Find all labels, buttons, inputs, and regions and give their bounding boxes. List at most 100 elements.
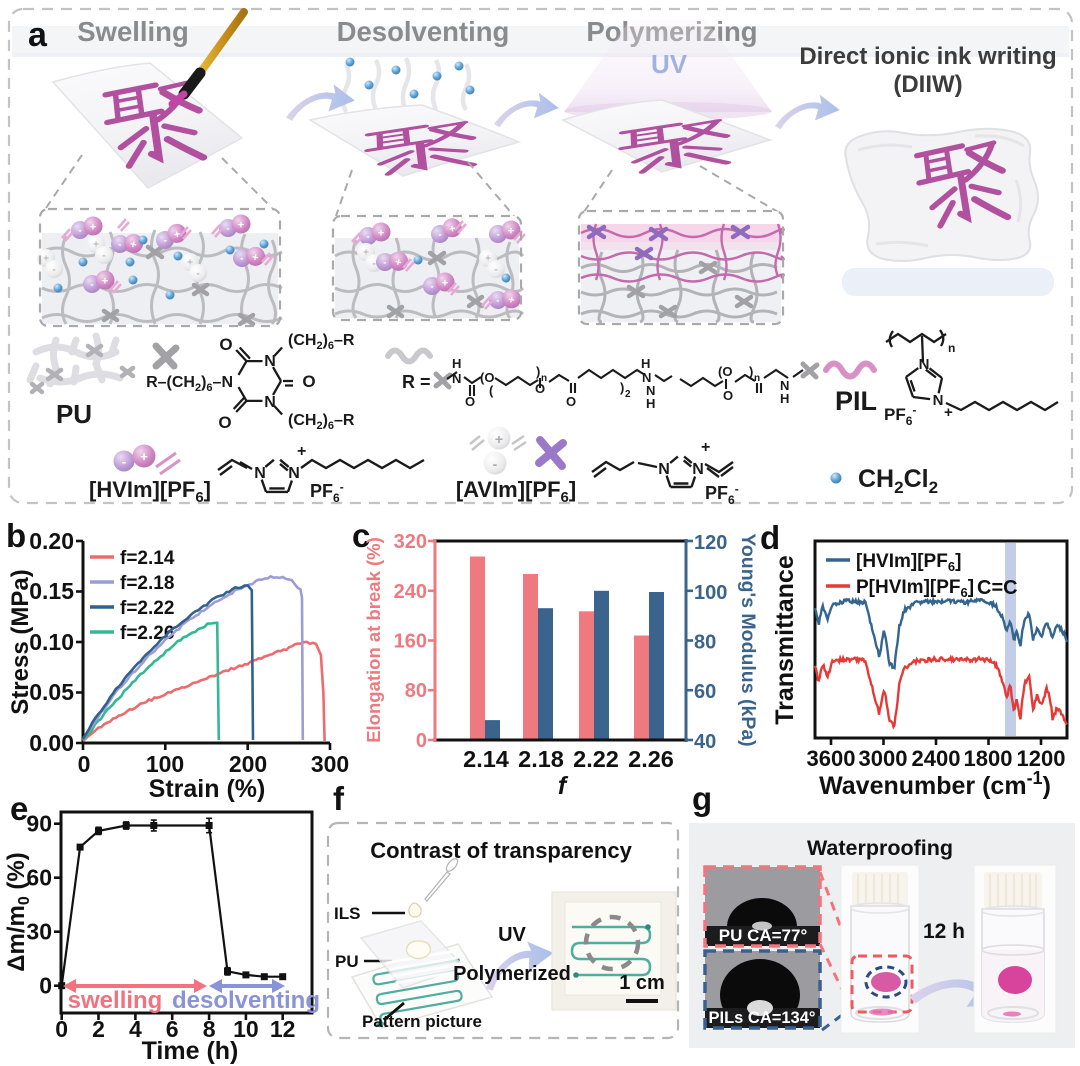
svg-text:n: n (541, 373, 547, 384)
svg-text:): ) (749, 364, 753, 379)
svg-text:Young's Modulus (kPa): Young's Modulus (kPa) (737, 533, 759, 746)
svg-text:+: + (944, 404, 953, 421)
svg-text:Contrast of transparency: Contrast of transparency (370, 838, 632, 863)
svg-text:O: O (535, 381, 545, 396)
svg-text:H: H (452, 356, 461, 371)
svg-text:0: 0 (55, 1016, 68, 1042)
svg-text:g: g (692, 780, 712, 817)
svg-text:-: - (493, 456, 498, 472)
svg-text:n: n (948, 341, 955, 355)
svg-text:P[HVIm][PF6]: P[HVIm][PF6] (856, 577, 974, 600)
svg-text:N: N (658, 461, 670, 478)
svg-text:120: 120 (694, 532, 727, 554)
svg-text:Elongation at break (%): Elongation at break (%) (363, 537, 384, 743)
svg-text:320: 320 (394, 531, 427, 553)
svg-text:[HVIm][PF6]: [HVIm][PF6] (89, 477, 211, 506)
svg-text:12: 12 (270, 1016, 296, 1042)
svg-text:N: N (933, 392, 944, 409)
svg-text:12 h: 12 h (923, 920, 965, 943)
svg-text:e: e (10, 790, 28, 827)
svg-text:N: N (264, 394, 276, 411)
svg-text:f: f (333, 780, 345, 817)
svg-text:Δm/m0 (%): Δm/m0 (%) (3, 852, 33, 972)
svg-text:(O: (O (718, 364, 732, 379)
svg-text:Wavenumber (cm-1): Wavenumber (cm-1) (819, 768, 1051, 800)
svg-text:O: O (219, 335, 232, 354)
svg-text:f: f (558, 772, 569, 800)
svg-text:0: 0 (416, 730, 427, 752)
svg-text:C=C: C=C (977, 577, 1018, 599)
svg-text:(: ( (489, 383, 494, 398)
svg-text:UV: UV (498, 924, 526, 946)
svg-text:Time (h): Time (h) (142, 1037, 239, 1065)
svg-text:N: N (264, 353, 276, 370)
svg-text:Strain (%): Strain (%) (149, 775, 266, 803)
svg-text:O: O (218, 413, 231, 432)
svg-text:O: O (566, 394, 576, 409)
svg-text:0.10: 0.10 (29, 629, 74, 655)
svg-text:80: 80 (405, 680, 427, 702)
svg-text:Transmittance: Transmittance (771, 555, 799, 725)
svg-text:N: N (254, 465, 266, 482)
svg-text:+: + (495, 431, 503, 447)
svg-text:[AVIm][PF6]: [AVIm][PF6] (456, 477, 576, 506)
svg-text:H: H (646, 396, 655, 411)
svg-text:4: 4 (129, 1016, 142, 1042)
svg-text:0.00: 0.00 (29, 730, 74, 756)
svg-text:Stress (MPa): Stress (MPa) (7, 569, 34, 714)
svg-text:(CH2)6–R: (CH2)6–R (288, 332, 355, 352)
svg-text:R =: R = (402, 372, 431, 392)
svg-text:10: 10 (233, 1016, 259, 1042)
svg-text:(O: (O (480, 370, 494, 385)
svg-text:2: 2 (92, 1016, 105, 1042)
svg-text:[HVIm][PF6]: [HVIm][PF6] (856, 551, 961, 574)
svg-text:160: 160 (394, 631, 427, 653)
svg-text:-: - (122, 454, 126, 469)
svg-text:d: d (760, 519, 780, 556)
svg-text:60: 60 (26, 865, 52, 891)
svg-text:3600: 3600 (807, 746, 856, 771)
svg-text:+: + (140, 449, 148, 464)
svg-text:f=2.18: f=2.18 (120, 573, 174, 594)
svg-text:a: a (28, 16, 48, 54)
svg-text:ILS: ILS (334, 904, 360, 923)
svg-text:(DIIW): (DIIW) (893, 71, 962, 98)
svg-text:Swelling: Swelling (77, 16, 189, 47)
svg-text:N: N (646, 383, 655, 398)
svg-text:2.18: 2.18 (518, 746, 564, 772)
svg-text:240: 240 (394, 581, 427, 603)
svg-text:): ) (536, 364, 540, 379)
svg-text:H: H (641, 356, 650, 371)
svg-text:1800: 1800 (964, 746, 1013, 771)
svg-text:PU CA=77°: PU CA=77° (719, 926, 808, 945)
svg-text:N: N (452, 371, 461, 386)
svg-text:2.14: 2.14 (463, 746, 509, 772)
svg-text:PF6-: PF6- (884, 403, 916, 428)
svg-text:desolventing: desolventing (172, 987, 320, 1014)
svg-text:0.05: 0.05 (29, 679, 74, 705)
svg-text:UV: UV (651, 49, 688, 79)
svg-text:H: H (780, 391, 789, 406)
svg-text:f=2.22: f=2.22 (120, 598, 174, 619)
svg-text:100: 100 (146, 751, 184, 777)
svg-text:3000: 3000 (859, 746, 908, 771)
svg-text:2: 2 (625, 389, 631, 400)
svg-text:): ) (620, 380, 624, 395)
svg-text:(CH2)6–R: (CH2)6–R (288, 412, 355, 432)
svg-text:60: 60 (694, 681, 716, 703)
svg-text:O: O (723, 388, 733, 403)
svg-text:Direct ionic ink writing: Direct ionic ink writing (799, 43, 1056, 70)
svg-text:2.26: 2.26 (628, 746, 674, 772)
svg-text:0.20: 0.20 (29, 528, 74, 554)
svg-text:1 cm: 1 cm (619, 972, 665, 994)
svg-text:N: N (919, 356, 930, 373)
svg-text:Waterproofing: Waterproofing (807, 836, 953, 860)
svg-text:PU: PU (335, 952, 359, 971)
svg-text:2.22: 2.22 (573, 746, 619, 772)
svg-text:1200: 1200 (1017, 746, 1066, 771)
svg-text:N: N (642, 370, 651, 385)
svg-text:6: 6 (166, 1016, 179, 1042)
svg-text:PU: PU (56, 399, 92, 429)
svg-text:N: N (780, 378, 789, 393)
svg-text:0: 0 (78, 751, 91, 777)
